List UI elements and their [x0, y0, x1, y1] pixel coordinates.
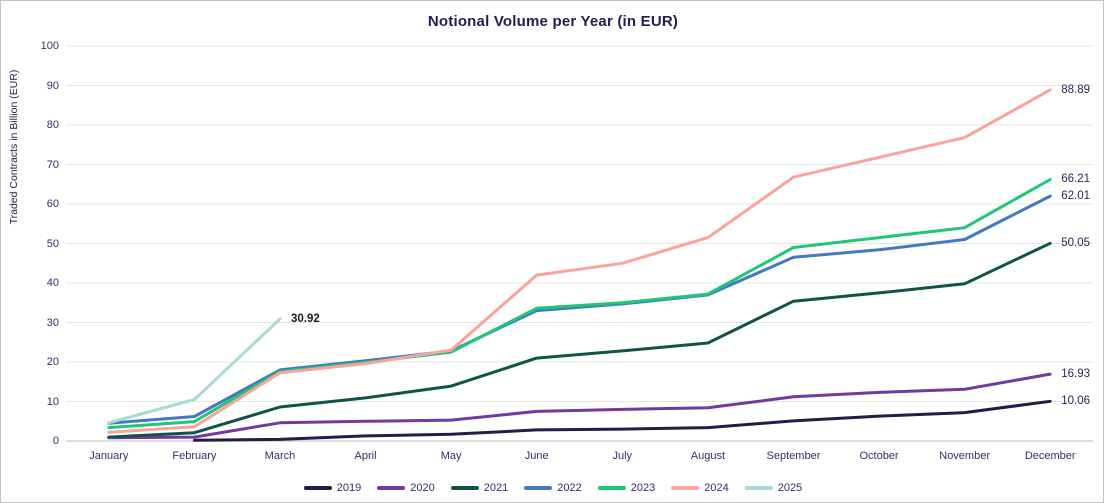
y-tick-label-70: 70 [46, 158, 59, 171]
end-label-2019: 10.06 [1061, 395, 1090, 408]
x-tick-label-july: July [612, 450, 633, 462]
legend-label-2021: 2021 [483, 482, 509, 494]
y-tick-label-30: 30 [46, 316, 59, 329]
x-tick-label-april: April [354, 450, 377, 462]
legend-swatch-2019 [303, 486, 332, 490]
y-tick-label-10: 10 [46, 395, 59, 408]
legend-label-2025: 2025 [777, 482, 803, 494]
series-line-2025 [107, 317, 282, 425]
x-tick-label-october: October [859, 450, 899, 462]
y-tick-label-100: 100 [40, 40, 59, 52]
legend-label-2022: 2022 [557, 482, 582, 494]
legend-item-2023: 2023 [597, 482, 656, 494]
end-label-2025: 30.92 [290, 312, 320, 325]
x-tick-label-march: March [264, 450, 296, 462]
series-line-2019 [192, 399, 1052, 442]
legend-item-2021: 2021 [450, 482, 509, 494]
y-tick-label-50: 50 [46, 237, 59, 250]
legend-label-2019: 2019 [336, 482, 362, 494]
x-tick-label-january: January [89, 450, 129, 462]
legend-item-2024: 2024 [671, 482, 729, 494]
x-tick-label-december: December [1024, 450, 1076, 462]
x-tick-label-june: June [524, 450, 549, 462]
legend-item-2020: 2020 [377, 482, 435, 494]
legend-item-2019: 2019 [303, 482, 362, 494]
x-tick-label-february: February [172, 450, 217, 462]
series-line-2021 [107, 241, 1052, 439]
x-tick-label-september: September [766, 450, 821, 462]
legend-swatch-2020 [377, 486, 406, 490]
series-line-2023 [107, 178, 1052, 430]
legend: 2019 2020 2021 2022 2023 2024 2025 [1, 482, 1103, 494]
y-tick-label-0: 0 [52, 435, 59, 447]
series-line-2024 [107, 88, 1052, 434]
legend-swatch-2022 [524, 486, 553, 490]
legend-label-2024: 2024 [704, 482, 729, 494]
legend-item-2022: 2022 [524, 482, 582, 494]
end-label-2021: 50.05 [1061, 237, 1090, 250]
legend-label-2020: 2020 [410, 482, 435, 494]
legend-item-2025: 2025 [744, 482, 803, 494]
end-label-2024: 88.89 [1061, 83, 1090, 96]
y-tick-label-20: 20 [46, 356, 59, 368]
end-label-2023: 66.21 [1061, 173, 1090, 186]
x-tick-label-may: May [440, 450, 462, 462]
chart-title: Notional Volume per Year (in EUR) [427, 13, 679, 30]
end-label-2022: 62.01 [1061, 190, 1090, 203]
end-label-2020: 16.93 [1061, 368, 1090, 381]
legend-swatch-2021 [450, 486, 479, 490]
y-tick-label-90: 90 [46, 79, 59, 92]
x-tick-label-august: August [690, 450, 725, 462]
legend-swatch-2025 [744, 486, 773, 490]
x-tick-label-november: November [939, 450, 990, 462]
series-line-2020 [107, 372, 1052, 440]
y-tick-label-40: 40 [46, 277, 59, 289]
series-line-2022 [107, 194, 1052, 425]
y-tick-label-80: 80 [46, 119, 59, 131]
legend-swatch-2024 [671, 486, 700, 490]
legend-swatch-2023 [597, 486, 626, 490]
y-tick-label-60: 60 [46, 198, 59, 210]
legend-label-2023: 2023 [630, 482, 656, 494]
